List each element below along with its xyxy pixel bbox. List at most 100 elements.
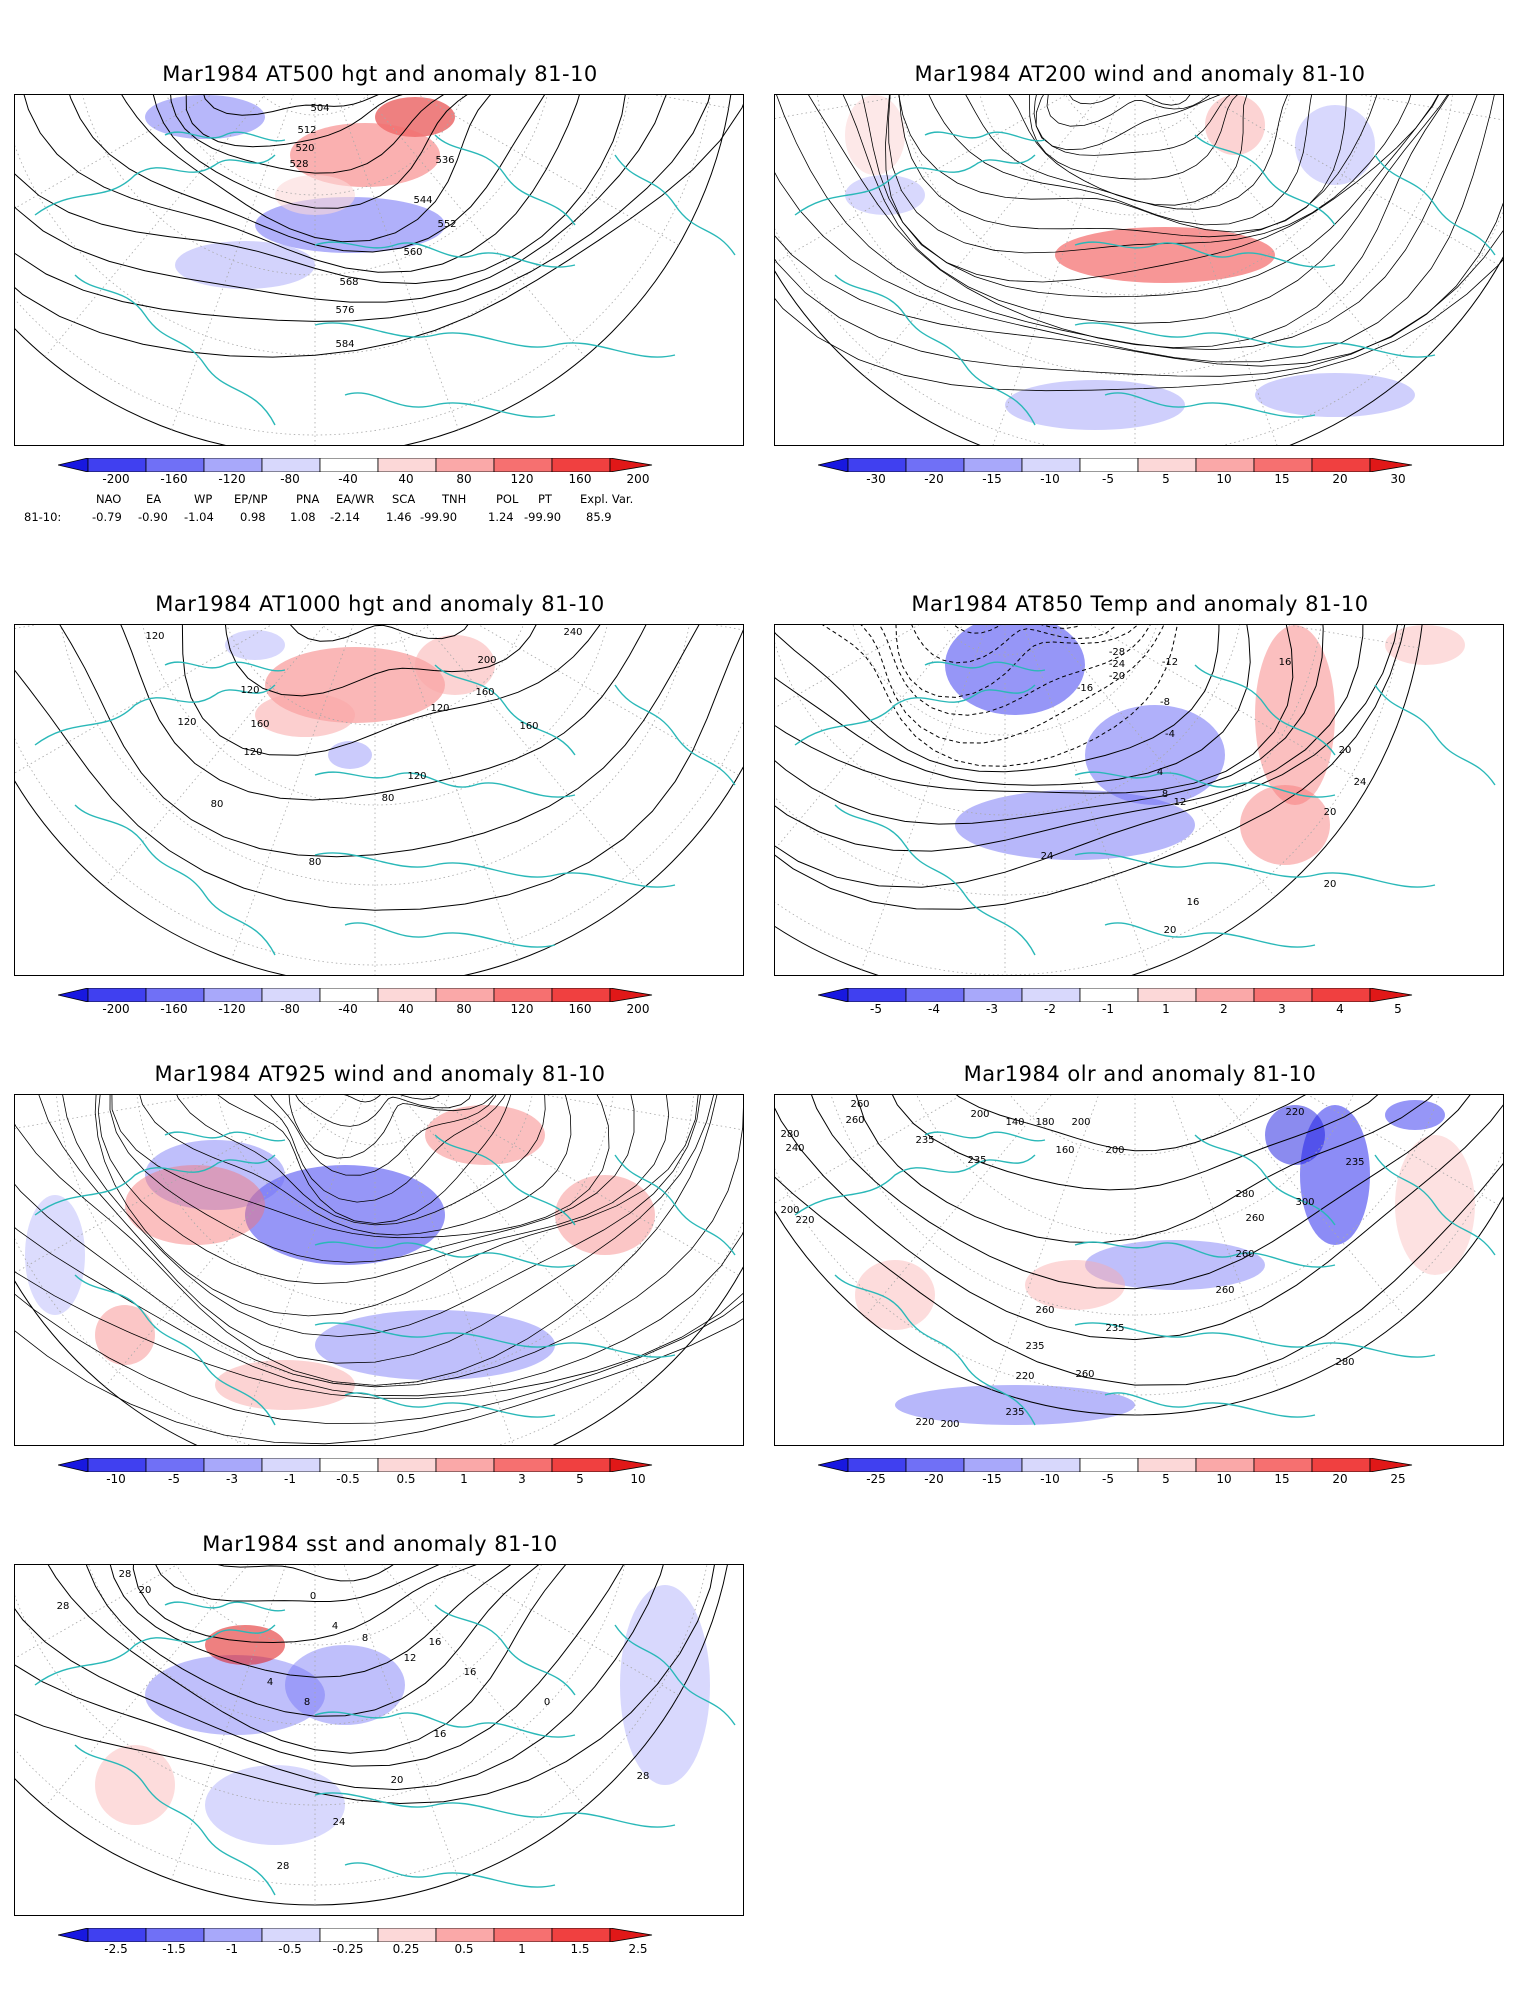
streamline bbox=[1008, 95, 1248, 206]
colorbar-step bbox=[261, 1928, 321, 1942]
contour-label: 24 bbox=[1041, 851, 1054, 862]
coastline bbox=[1194, 1134, 1336, 1226]
contour-line bbox=[775, 625, 1324, 825]
colorbar-label: 5 bbox=[1394, 1002, 1402, 1016]
colorbar-label: -15 bbox=[982, 1472, 1002, 1486]
teleconnection-header-row: NAO EA WP EP/NP PNA EA/WR SCA TNH POL PT… bbox=[14, 492, 734, 510]
colorbar-step bbox=[261, 458, 321, 472]
colorbar-step bbox=[145, 458, 205, 472]
anomaly-region bbox=[255, 693, 355, 737]
coastline bbox=[74, 1744, 276, 1896]
colorbar bbox=[818, 458, 1413, 472]
colorbar-label: -40 bbox=[338, 472, 358, 486]
contour-label: 28 bbox=[277, 1861, 290, 1872]
panel-title: Mar1984 AT925 wind and anomaly 81-10 bbox=[154, 1062, 606, 1086]
streamline bbox=[343, 1095, 440, 1103]
colorbar-step bbox=[377, 1928, 437, 1942]
colorbar-step bbox=[847, 1458, 907, 1472]
contour-label: -16 bbox=[1077, 683, 1093, 694]
contour-line bbox=[775, 1104, 1503, 1341]
anomaly-region bbox=[955, 790, 1195, 860]
anomaly-region bbox=[620, 1585, 710, 1785]
streamline bbox=[842, 95, 1448, 324]
colorbar-label: 30 bbox=[1390, 472, 1406, 486]
contour-label: 160 bbox=[475, 687, 494, 698]
streamline bbox=[139, 1095, 572, 1236]
colorbar-label: -20 bbox=[924, 1472, 944, 1486]
contour-label: 504 bbox=[310, 103, 329, 114]
contour-label: 120 bbox=[240, 685, 259, 696]
contour-label: -12 bbox=[1162, 657, 1178, 668]
colorbar-step bbox=[377, 458, 437, 472]
colorbar-step bbox=[203, 988, 263, 1002]
coastline bbox=[794, 1154, 1036, 1216]
colorbar-step bbox=[435, 1928, 495, 1942]
colorbar-label: -80 bbox=[280, 472, 300, 486]
teleconnection-header: TNH bbox=[442, 492, 467, 506]
contour-line bbox=[15, 1565, 715, 1805]
contour-label: 220 bbox=[795, 1215, 814, 1226]
anomaly-region bbox=[1255, 373, 1415, 417]
contour-label: 200 bbox=[780, 1205, 799, 1216]
contour-line bbox=[775, 625, 1364, 852]
contour-label: 120 bbox=[430, 703, 449, 714]
teleconnection-row-label: 81-10: bbox=[24, 510, 62, 524]
coastline bbox=[314, 1322, 676, 1358]
colorbar-left-arrow bbox=[818, 988, 849, 1002]
colorbar-labels: -25 -20 -15 -10 -5 5 10 15 20 25 bbox=[818, 1472, 1458, 1488]
contour-label: 4 bbox=[332, 1621, 338, 1632]
colorbar bbox=[58, 1928, 653, 1942]
colorbar-step bbox=[905, 458, 965, 472]
anomaly-region bbox=[205, 1625, 285, 1665]
contour-label: 8 bbox=[362, 1633, 368, 1644]
colorbar-label: -0.25 bbox=[332, 1942, 364, 1956]
colorbar-label: -15 bbox=[982, 472, 1002, 486]
contour-line bbox=[775, 1163, 1503, 1386]
contour-line bbox=[811, 1095, 1471, 1290]
contour-line bbox=[185, 95, 403, 148]
colorbar-step bbox=[905, 1458, 965, 1472]
coastline bbox=[74, 274, 276, 426]
contour-label: -28 bbox=[1109, 647, 1125, 658]
anomaly-region bbox=[895, 1385, 1135, 1425]
contour-line bbox=[775, 625, 1294, 794]
colorbar-label: -200 bbox=[102, 1002, 130, 1016]
coastline bbox=[1104, 392, 1316, 418]
colorbar-label: -30 bbox=[866, 472, 886, 486]
anomaly-region bbox=[415, 635, 495, 695]
streamline bbox=[15, 1293, 743, 1425]
colorbar bbox=[58, 1458, 653, 1472]
contour-label: 200 bbox=[940, 1419, 959, 1430]
anomaly-region bbox=[125, 1165, 265, 1245]
teleconnection-value: 85.9 bbox=[586, 510, 612, 524]
streamline bbox=[270, 1095, 497, 1176]
contour-line bbox=[85, 1565, 540, 1717]
coastline bbox=[34, 1624, 276, 1686]
anomaly-region bbox=[1240, 785, 1330, 865]
projection-edge bbox=[15, 1266, 743, 1445]
map-svg bbox=[775, 95, 1503, 445]
colorbar-labels: -5 -4 -3 -2 -1 1 2 3 4 5 bbox=[818, 1002, 1458, 1018]
colorbar-step bbox=[435, 1458, 495, 1472]
coastline bbox=[344, 922, 556, 948]
contour-line bbox=[15, 629, 743, 911]
colorbar-step bbox=[551, 1928, 611, 1942]
colorbar-label: 40 bbox=[398, 472, 414, 486]
colorbar-right-arrow bbox=[609, 1458, 653, 1472]
colorbar-step bbox=[435, 458, 495, 472]
colorbar-label: -2.5 bbox=[104, 1942, 128, 1956]
colorbar-step bbox=[963, 1458, 1023, 1472]
anomaly-region bbox=[1025, 1260, 1125, 1310]
map-sst: 28 28 20 0 4 8 12 16 16 20 24 28 0 4 8 16 28 bbox=[14, 1564, 744, 1916]
contour-label: 80 bbox=[382, 793, 395, 804]
contour-line bbox=[855, 1095, 1434, 1244]
meridian-line bbox=[712, 625, 743, 631]
colorbar-label: 15 bbox=[1274, 472, 1290, 486]
map-at200 bbox=[774, 94, 1504, 446]
contour-label: 260 bbox=[1235, 1249, 1254, 1260]
coastline bbox=[1074, 1322, 1436, 1358]
colorbar-step bbox=[87, 1458, 147, 1472]
streamline bbox=[15, 1095, 718, 1386]
colorbar-label: 120 bbox=[510, 472, 534, 486]
map-svg: 504 512 520 528 536 544 552 560 568 576 584 bbox=[15, 95, 743, 445]
